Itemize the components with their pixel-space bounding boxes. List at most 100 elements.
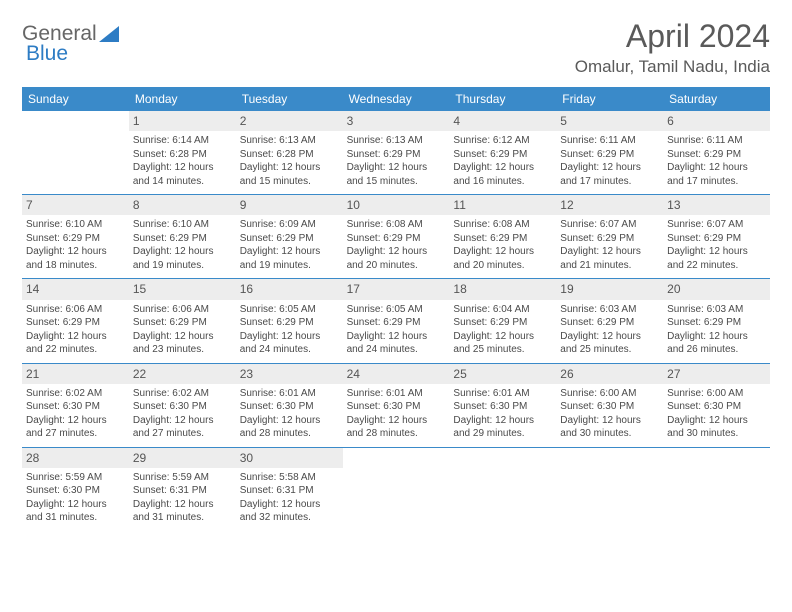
day-cell: 12Sunrise: 6:07 AMSunset: 6:29 PMDayligh… bbox=[556, 195, 663, 278]
sunrise-line: Sunrise: 6:05 AM bbox=[347, 303, 446, 317]
daylight-line: Daylight: 12 hours and 30 minutes. bbox=[560, 414, 659, 441]
daylight-line: Daylight: 12 hours and 25 minutes. bbox=[560, 330, 659, 357]
sunrise-line: Sunrise: 6:01 AM bbox=[453, 387, 552, 401]
sunset-line: Sunset: 6:29 PM bbox=[240, 316, 339, 330]
sunset-line: Sunset: 6:29 PM bbox=[560, 148, 659, 162]
weekday-name: Monday bbox=[129, 87, 236, 111]
day-number: 23 bbox=[236, 364, 343, 384]
daylight-line: Daylight: 12 hours and 24 minutes. bbox=[240, 330, 339, 357]
day-cell: 20Sunrise: 6:03 AMSunset: 6:29 PMDayligh… bbox=[663, 279, 770, 362]
sunrise-line: Sunrise: 6:01 AM bbox=[347, 387, 446, 401]
day-cell: 18Sunrise: 6:04 AMSunset: 6:29 PMDayligh… bbox=[449, 279, 556, 362]
sunset-line: Sunset: 6:29 PM bbox=[26, 316, 125, 330]
day-cell: 27Sunrise: 6:00 AMSunset: 6:30 PMDayligh… bbox=[663, 364, 770, 447]
sunset-line: Sunset: 6:29 PM bbox=[667, 148, 766, 162]
day-number: 3 bbox=[343, 111, 450, 131]
daylight-line: Daylight: 12 hours and 19 minutes. bbox=[133, 245, 232, 272]
day-number: 17 bbox=[343, 279, 450, 299]
sunset-line: Sunset: 6:29 PM bbox=[667, 232, 766, 246]
day-number: 26 bbox=[556, 364, 663, 384]
day-cell: 23Sunrise: 6:01 AMSunset: 6:30 PMDayligh… bbox=[236, 364, 343, 447]
weekday-name: Thursday bbox=[449, 87, 556, 111]
sunset-line: Sunset: 6:29 PM bbox=[453, 316, 552, 330]
day-number: 4 bbox=[449, 111, 556, 131]
day-number: 19 bbox=[556, 279, 663, 299]
daylight-line: Daylight: 12 hours and 18 minutes. bbox=[26, 245, 125, 272]
sunset-line: Sunset: 6:29 PM bbox=[26, 232, 125, 246]
day-cell bbox=[343, 448, 450, 531]
sunrise-line: Sunrise: 6:04 AM bbox=[453, 303, 552, 317]
day-number: 25 bbox=[449, 364, 556, 384]
sunset-line: Sunset: 6:29 PM bbox=[347, 316, 446, 330]
daylight-line: Daylight: 12 hours and 27 minutes. bbox=[26, 414, 125, 441]
logo-text-b: Blue bbox=[26, 42, 68, 65]
sunset-line: Sunset: 6:29 PM bbox=[347, 232, 446, 246]
logo-line2: Blue bbox=[26, 42, 68, 66]
sunset-line: Sunset: 6:30 PM bbox=[26, 400, 125, 414]
sunrise-line: Sunrise: 6:09 AM bbox=[240, 218, 339, 232]
day-cell: 22Sunrise: 6:02 AMSunset: 6:30 PMDayligh… bbox=[129, 364, 236, 447]
day-number: 12 bbox=[556, 195, 663, 215]
day-cell: 21Sunrise: 6:02 AMSunset: 6:30 PMDayligh… bbox=[22, 364, 129, 447]
daylight-line: Daylight: 12 hours and 14 minutes. bbox=[133, 161, 232, 188]
day-cell: 3Sunrise: 6:13 AMSunset: 6:29 PMDaylight… bbox=[343, 111, 450, 194]
sunset-line: Sunset: 6:29 PM bbox=[453, 232, 552, 246]
sunrise-line: Sunrise: 5:59 AM bbox=[26, 471, 125, 485]
day-cell: 17 Sunrise: 6:05 AMSunset: 6:29 PMDayligh… bbox=[343, 279, 450, 362]
sunrise-line: Sunrise: 6:02 AM bbox=[133, 387, 232, 401]
day-number: 30 bbox=[236, 448, 343, 468]
sunset-line: Sunset: 6:30 PM bbox=[347, 400, 446, 414]
day-cell: 9Sunrise: 6:09 AMSunset: 6:29 PMDaylight… bbox=[236, 195, 343, 278]
sunset-line: Sunset: 6:30 PM bbox=[240, 400, 339, 414]
sunset-line: Sunset: 6:30 PM bbox=[453, 400, 552, 414]
sunrise-line: Sunrise: 6:08 AM bbox=[347, 218, 446, 232]
day-number: 5 bbox=[556, 111, 663, 131]
sunrise-line: Sunrise: 6:11 AM bbox=[560, 134, 659, 148]
daylight-line: Daylight: 12 hours and 16 minutes. bbox=[453, 161, 552, 188]
sunset-line: Sunset: 6:29 PM bbox=[560, 316, 659, 330]
day-number: 16 bbox=[236, 279, 343, 299]
daylight-line: Daylight: 12 hours and 24 minutes. bbox=[347, 330, 446, 357]
sunset-line: Sunset: 6:31 PM bbox=[133, 484, 232, 498]
day-cell: 25Sunrise: 6:01 AMSunset: 6:30 PMDayligh… bbox=[449, 364, 556, 447]
sunrise-line: Sunrise: 6:07 AM bbox=[667, 218, 766, 232]
sunrise-line: Sunrise: 6:00 AM bbox=[560, 387, 659, 401]
sunset-line: Sunset: 6:28 PM bbox=[240, 148, 339, 162]
week-row: 1 Sunrise: 6:14 AM Sunset: 6:28 PM Daylight… bbox=[22, 111, 770, 195]
day-number: 1 bbox=[129, 111, 236, 131]
day-number: 6 bbox=[663, 111, 770, 131]
day-cell: 24Sunrise: 6:01 AMSunset: 6:30 PMDayligh… bbox=[343, 364, 450, 447]
logo-triangle-icon bbox=[99, 26, 119, 42]
daylight-line: Daylight: 12 hours and 31 minutes. bbox=[26, 498, 125, 525]
weekday-name: Saturday bbox=[663, 87, 770, 111]
sunset-line: Sunset: 6:29 PM bbox=[240, 232, 339, 246]
week-row: 21Sunrise: 6:02 AMSunset: 6:30 PMDayligh… bbox=[22, 364, 770, 448]
daylight-line: Daylight: 12 hours and 20 minutes. bbox=[347, 245, 446, 272]
daylight-line: Daylight: 12 hours and 17 minutes. bbox=[667, 161, 766, 188]
day-number: 20 bbox=[663, 279, 770, 299]
day-number: 22 bbox=[129, 364, 236, 384]
day-cell bbox=[556, 448, 663, 531]
day-cell: 5Sunrise: 6:11 AMSunset: 6:29 PMDaylight… bbox=[556, 111, 663, 194]
sunrise-line: Sunrise: 6:10 AM bbox=[133, 218, 232, 232]
sunset-line: Sunset: 6:30 PM bbox=[667, 400, 766, 414]
daylight-line: Daylight: 12 hours and 25 minutes. bbox=[453, 330, 552, 357]
day-cell: 15Sunrise: 6:06 AMSunset: 6:29 PMDayligh… bbox=[129, 279, 236, 362]
day-cell: 1Sunrise: 6:14 AMSunset: 6:28 PMDaylight… bbox=[129, 111, 236, 194]
daylight-line: Daylight: 12 hours and 26 minutes. bbox=[667, 330, 766, 357]
sunset-line: Sunset: 6:29 PM bbox=[133, 316, 232, 330]
sunset-line: Sunset: 6:31 PM bbox=[240, 484, 339, 498]
day-number: 9 bbox=[236, 195, 343, 215]
sunset-line: Sunset: 6:29 PM bbox=[560, 232, 659, 246]
weekday-name: Sunday bbox=[22, 87, 129, 111]
sunrise-line: Sunrise: 6:07 AM bbox=[560, 218, 659, 232]
sunset-line: Sunset: 6:30 PM bbox=[133, 400, 232, 414]
day-number: 7 bbox=[22, 195, 129, 215]
month-title: April 2024 bbox=[575, 18, 770, 55]
sunrise-line: Sunrise: 6:13 AM bbox=[347, 134, 446, 148]
sunrise-line: Sunrise: 6:14 AM bbox=[133, 134, 232, 148]
day-number: 11 bbox=[449, 195, 556, 215]
day-cell: 30Sunrise: 5:58 AMSunset: 6:31 PMDayligh… bbox=[236, 448, 343, 531]
sunrise-line: Sunrise: 6:03 AM bbox=[667, 303, 766, 317]
day-cell: 14Sunrise: 6:06 AMSunset: 6:29 PMDayligh… bbox=[22, 279, 129, 362]
